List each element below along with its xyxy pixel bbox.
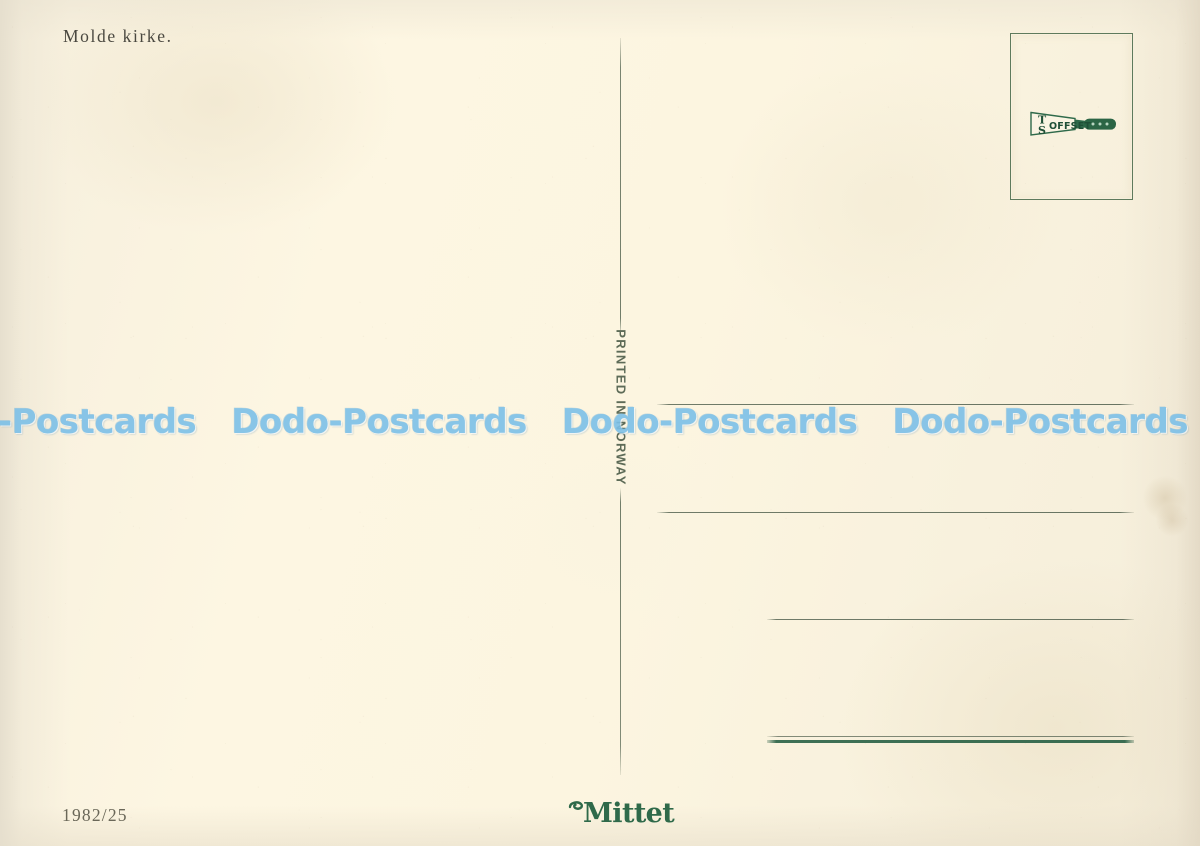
ts-offset-printer-mark-icon: T S OFFSET (1029, 105, 1122, 142)
postcard-serial-number: 1982/25 (62, 805, 128, 825)
mittet-wordmark-text: Mittet (583, 798, 675, 829)
logo-swash-flourish (568, 801, 584, 810)
watermark-text: Dodo-Postcards (0, 402, 197, 442)
offset-process-label: OFFSET (1049, 121, 1091, 132)
double-rule-thin-stroke (767, 736, 1134, 737)
center-divider-line (620, 38, 621, 775)
watermark-text: Dodo-Postcards (231, 402, 527, 442)
watermark-strip: tcards Dodo-Postcards Dodo-Postcards Dod… (0, 402, 1200, 442)
mittet-publisher-logo: Mittet (567, 793, 677, 833)
printer-initial-bottom: S (1038, 124, 1046, 137)
double-rule-thick-stroke (767, 739, 1134, 743)
printer-initial-top: T (1038, 113, 1047, 126)
trowel-blade-shape (1030, 111, 1076, 136)
printed-in-norway-text: PRINTED IN NORWAY (613, 328, 629, 486)
watermark-text: Dodo-Postcards (892, 402, 1189, 442)
watermark-overlay: tcards Dodo-Postcards Dodo-Postcards Dod… (0, 398, 1200, 446)
address-line-3 (767, 619, 1134, 620)
address-line-4-double-rule (767, 736, 1134, 743)
postcard-caption: Molde kirke. (63, 26, 173, 46)
printed-in-norway-label: PRINTED IN NORWAY (607, 322, 635, 492)
address-line-2 (657, 512, 1134, 513)
stamp-placement-box (1010, 33, 1133, 200)
address-line-1 (657, 404, 1134, 405)
